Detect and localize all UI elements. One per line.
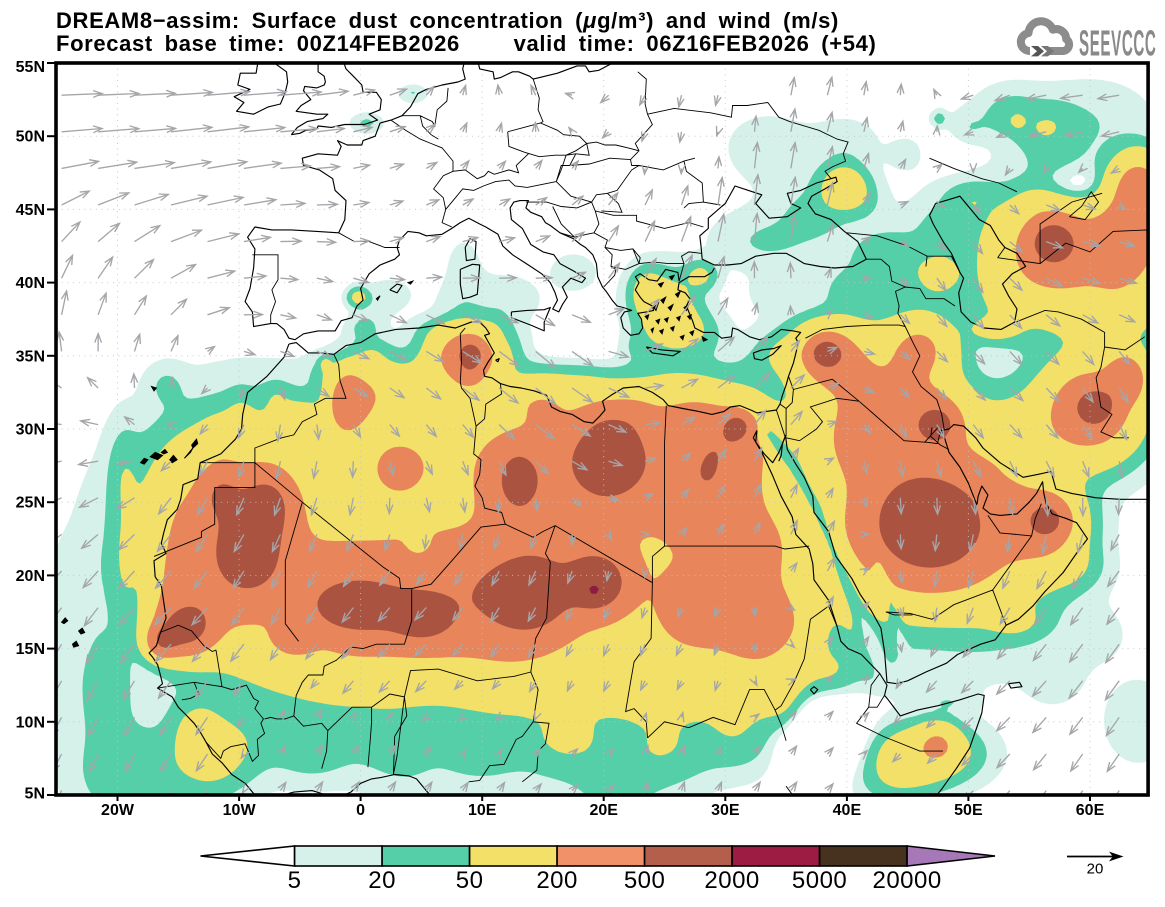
svg-text:10N: 10N [16,714,45,731]
svg-text:20N: 20N [16,568,45,585]
svg-text:5000: 5000 [792,867,847,894]
svg-text:20E: 20E [589,802,618,819]
svg-text:20: 20 [368,867,396,894]
svg-text:40N: 40N [16,275,45,292]
svg-text:20W: 20W [101,802,135,819]
svg-text:60E: 60E [1076,802,1105,819]
svg-text:45N: 45N [16,202,45,219]
svg-text:55N: 55N [16,59,45,76]
svg-text:5N: 5N [25,786,45,803]
svg-text:SEEVCCC: SEEVCCC [1079,23,1156,63]
svg-text:DREAM8−assim: Surface dust con: DREAM8−assim: Surface dust concentration… [56,8,839,33]
svg-text:30E: 30E [711,802,740,819]
svg-text:500: 500 [624,867,666,894]
svg-text:50N: 50N [16,129,45,146]
svg-text:30N: 30N [16,422,45,439]
svg-text:50E: 50E [954,802,983,819]
svg-text:10E: 10E [468,802,497,819]
svg-text:0: 0 [356,802,365,819]
svg-text:Forecast base time: 00Z14FEB20: Forecast base time: 00Z14FEB2026 valid t… [56,31,876,56]
svg-text:10W: 10W [223,802,257,819]
svg-text:200: 200 [536,867,578,894]
svg-text:20: 20 [1087,861,1104,878]
svg-text:2000: 2000 [704,867,759,894]
svg-text:5: 5 [288,867,302,894]
svg-text:40E: 40E [833,802,862,819]
svg-text:20000: 20000 [872,867,941,894]
svg-text:50: 50 [456,867,484,894]
svg-text:25N: 25N [16,495,45,512]
svg-text:15N: 15N [16,641,45,658]
svg-text:35N: 35N [16,348,45,365]
